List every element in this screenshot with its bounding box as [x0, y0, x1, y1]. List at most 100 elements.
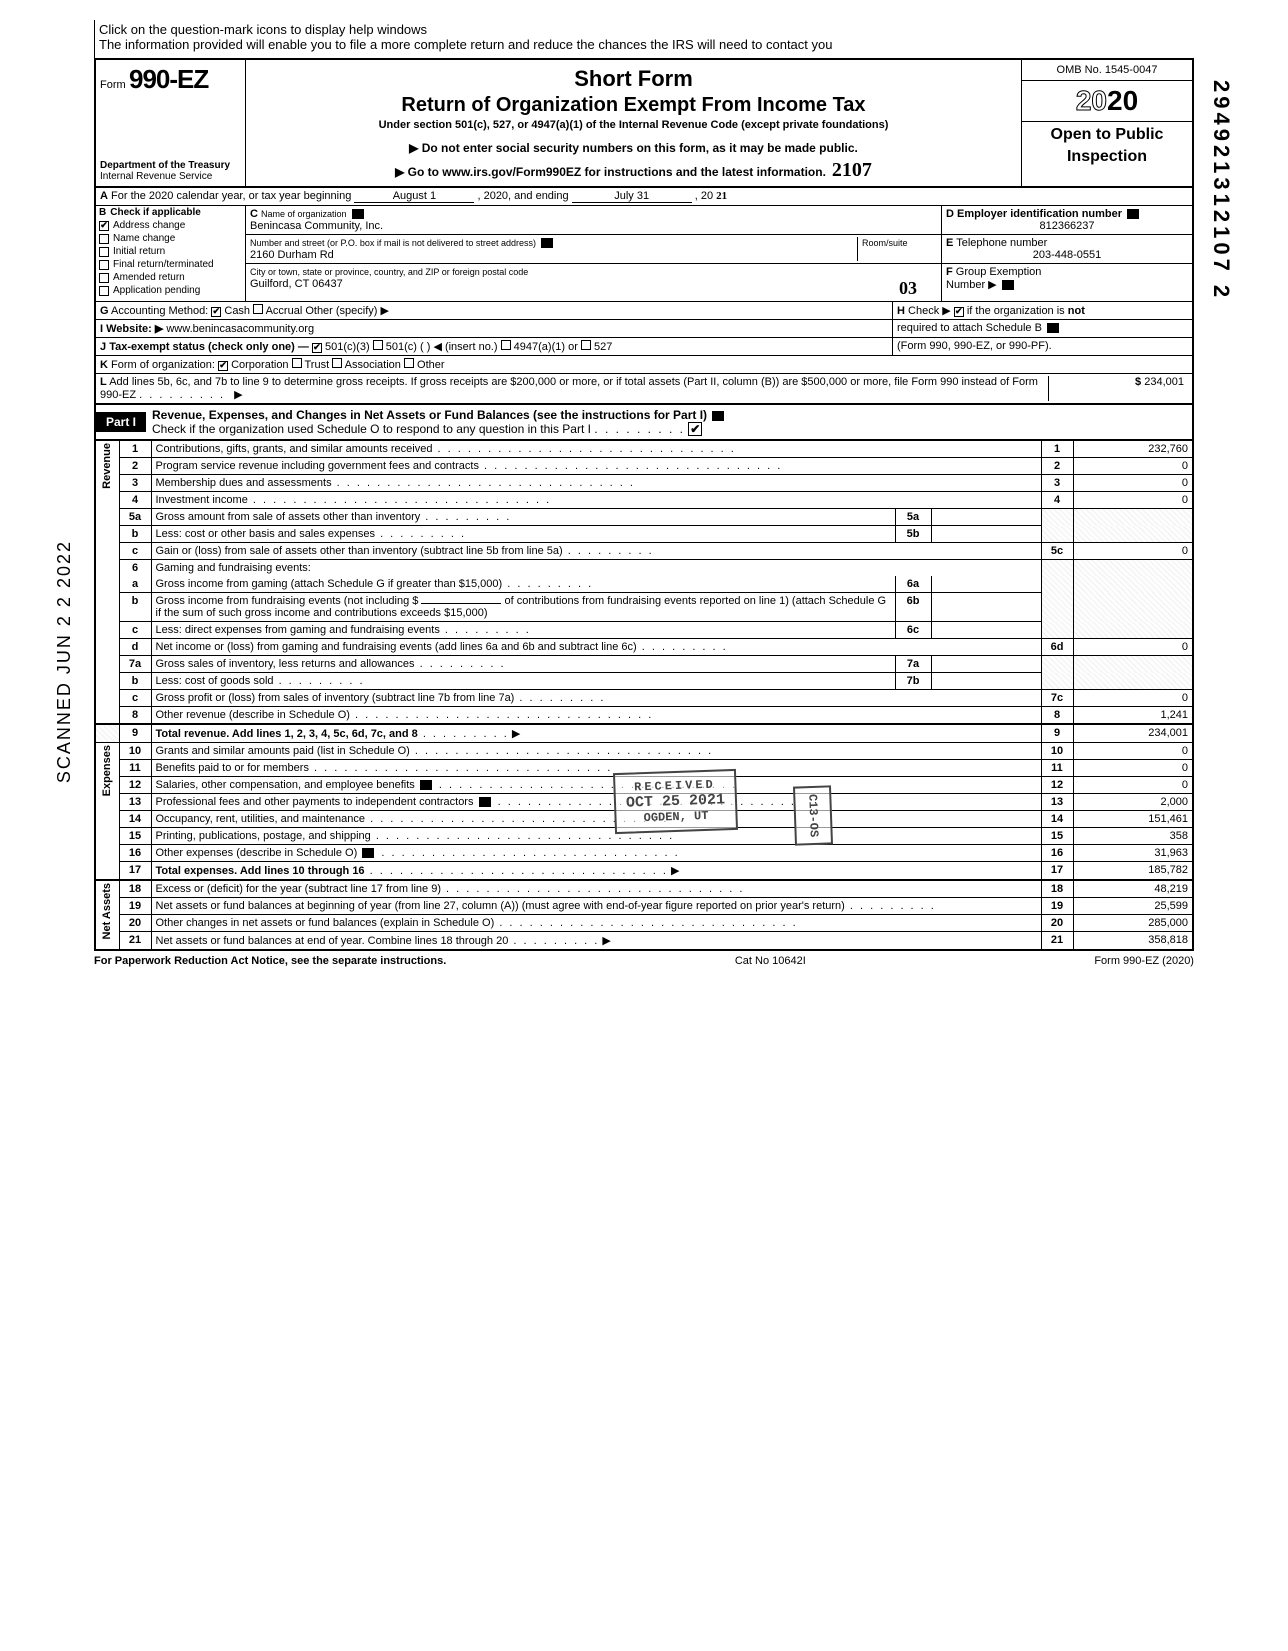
amt-15: 358 [1073, 828, 1193, 845]
amt-3: 0 [1073, 475, 1193, 492]
A-year-prefix: , 20 [695, 190, 713, 202]
goto-link: Go to www.irs.gov/Form990EZ for instruct… [395, 165, 826, 179]
chk-corp[interactable]: ✔ [218, 361, 228, 371]
chk-cash[interactable]: ✔ [211, 307, 221, 317]
org-name: Benincasa Community, Inc. [250, 220, 937, 232]
C-name-label: Name of organization [261, 209, 347, 219]
chk-accrual[interactable] [253, 304, 263, 314]
header-mid: Short Form Return of Organization Exempt… [246, 60, 1022, 186]
inspection-label: Inspection [1022, 148, 1192, 170]
label-F: F [946, 266, 953, 278]
omb-number: OMB No. 1545-0047 [1022, 60, 1192, 81]
A-begin-date: August 1 [354, 190, 474, 203]
website-value: www.benincasacommunity.org [166, 323, 314, 335]
line-L: L Add lines 5b, 6c, and 7b to line 9 to … [94, 374, 1194, 405]
help-icon[interactable] [362, 848, 374, 858]
chk-app-pending[interactable] [99, 286, 109, 296]
sub-title: Under section 501(c), 527, or 4947(a)(1)… [252, 119, 1015, 131]
help-icon[interactable] [352, 209, 364, 219]
chk-trust[interactable] [292, 358, 302, 368]
amt-7c: 0 [1073, 690, 1193, 707]
B-header: Check if applicable [110, 207, 201, 218]
dln-right: 294921312107 2 [1208, 80, 1234, 301]
chk-other-form[interactable] [404, 358, 414, 368]
header-left: Form 990-EZ Department of the Treasury I… [96, 60, 246, 186]
help-icon[interactable] [712, 411, 724, 421]
irs-label: Internal Revenue Service [100, 171, 241, 182]
F-label2: Number ▶ [946, 279, 997, 291]
part1-check-text: Check if the organization used Schedule … [152, 422, 591, 436]
amt-20: 285,000 [1073, 915, 1193, 932]
main-table-wrap: RECEIVED OCT 25 2021 OGDEN, UT C13-OS Re… [94, 441, 1194, 951]
label-D: D [946, 208, 954, 220]
amt-6d: 0 [1073, 639, 1193, 656]
amt-9: 234,001 [1073, 724, 1193, 743]
amt-16: 31,963 [1073, 845, 1193, 862]
open-to-public: Open to Public [1022, 122, 1192, 148]
amt-10: 0 [1073, 743, 1193, 760]
amt-5c: 0 [1073, 543, 1193, 560]
chk-501c[interactable] [373, 340, 383, 350]
amt-14: 151,461 [1073, 811, 1193, 828]
part1-label: Part I [96, 412, 146, 432]
label-J: J [100, 341, 106, 353]
short-form-title: Short Form [252, 66, 1015, 92]
help-note: Click on the question-mark icons to disp… [94, 20, 1194, 58]
dept-treasury: Department of the Treasury [100, 160, 241, 171]
help-icon[interactable] [420, 780, 432, 790]
D-label: Employer identification number [957, 208, 1122, 220]
label-G: G [100, 305, 109, 317]
chk-assoc[interactable] [332, 358, 342, 368]
chk-address-change[interactable]: ✔ [99, 221, 109, 231]
amt-18: 48,219 [1073, 880, 1193, 898]
chk-final-return[interactable] [99, 260, 109, 270]
foot-formno: Form 990-EZ (2020) [1094, 955, 1194, 967]
netassets-label: Net Assets [101, 883, 113, 939]
gk-block: G Accounting Method: ✔ Cash Accrual Othe… [94, 302, 1194, 374]
amt-2: 0 [1073, 458, 1193, 475]
label-H: H [897, 305, 905, 317]
col-DEF: D Employer identification number 8123662… [942, 206, 1192, 301]
E-label: Telephone number [956, 237, 1047, 249]
bcdef-block: B Check if applicable ✔Address change Na… [94, 206, 1194, 302]
lines-table: Revenue 1 Contributions, gifts, grants, … [94, 441, 1194, 951]
label-B: B [99, 207, 106, 218]
A-year-hw: 21 [716, 190, 727, 202]
zip-handwritten: 03 [899, 278, 917, 299]
line-A: A For the 2020 calendar year, or tax yea… [94, 188, 1194, 206]
help-icon[interactable] [541, 238, 553, 248]
scanned-stamp-left: SCANNED JUN 2 2 2022 [54, 540, 75, 783]
chk-4947[interactable] [501, 340, 511, 350]
chk-schedule-o[interactable]: ✔ [688, 422, 702, 436]
received-stamp: RECEIVED OCT 25 2021 OGDEN, UT [613, 769, 738, 834]
F-label: Group Exemption [956, 266, 1042, 278]
part1-header: Part I Revenue, Expenses, and Changes in… [94, 405, 1194, 441]
col-C: C Name of organization Benincasa Communi… [246, 206, 942, 301]
amt-19: 25,599 [1073, 898, 1193, 915]
form-prefix: Form [100, 79, 126, 91]
help-icon[interactable] [1047, 323, 1059, 333]
dln-handwritten: 2107 [832, 159, 872, 182]
main-title: Return of Organization Exempt From Incom… [252, 94, 1015, 117]
help-icon[interactable] [1002, 280, 1014, 290]
chk-527[interactable] [581, 340, 591, 350]
chk-amended[interactable] [99, 273, 109, 283]
help-icon[interactable] [1127, 209, 1139, 219]
chk-name-change[interactable] [99, 234, 109, 244]
page-footer: For Paperwork Reduction Act Notice, see … [94, 951, 1194, 967]
amt-4: 0 [1073, 492, 1193, 509]
amt-21: 358,818 [1073, 932, 1193, 951]
tax-year: 2020 [1022, 81, 1192, 122]
label-A: A [100, 190, 108, 202]
L-amount: 234,001 [1144, 376, 1184, 388]
c13-stamp: C13-OS [793, 785, 833, 846]
help-line1: Click on the question-mark icons to disp… [99, 22, 1194, 37]
header-right: OMB No. 1545-0047 2020 Open to Public In… [1022, 60, 1192, 186]
chk-schedule-b[interactable]: ✔ [954, 307, 964, 317]
chk-501c3[interactable]: ✔ [312, 343, 322, 353]
help-icon[interactable] [479, 797, 491, 807]
ein-value: 812366237 [946, 220, 1188, 232]
G-label: Accounting Method: [111, 305, 208, 317]
chk-initial-return[interactable] [99, 247, 109, 257]
help-line2: The information provided will enable you… [99, 37, 1194, 52]
